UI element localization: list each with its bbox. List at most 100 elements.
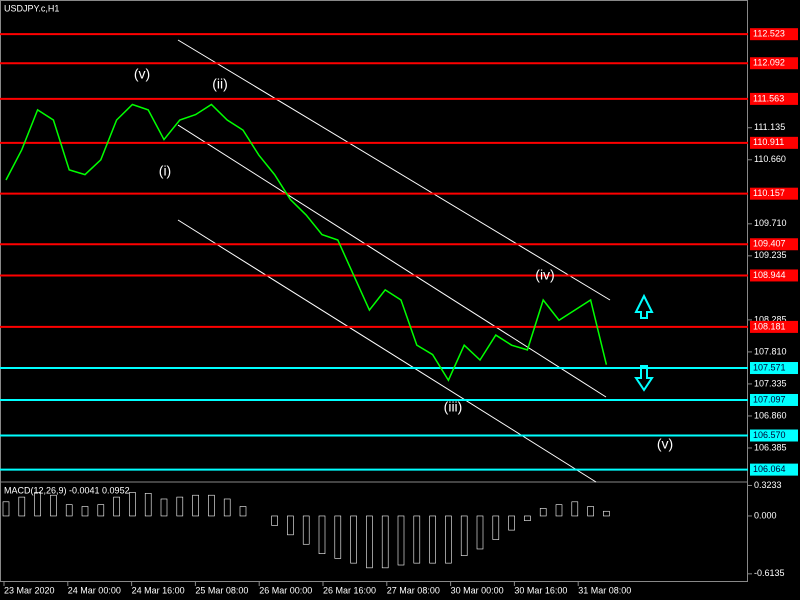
x-tick-label: 27 Mar 08:00 (387, 585, 440, 595)
macd-bar (603, 510, 610, 517)
level-label: 110.911 (753, 137, 784, 147)
macd-bar (208, 494, 215, 517)
y-tick-label: 106.860 (754, 410, 787, 420)
level-label: 112.092 (753, 58, 785, 68)
macd-bar (429, 515, 436, 564)
macd-tick-label: 0.3233 (754, 480, 782, 490)
level-label-box (750, 57, 798, 70)
macd-bar (397, 515, 405, 566)
x-tick-label: 30 Mar 16:00 (514, 585, 567, 595)
level-label-box (750, 320, 798, 333)
macd-tick-label: 0.000 (754, 510, 777, 520)
macd-bar (381, 515, 389, 569)
macd-bar (571, 501, 579, 517)
macd-bar (50, 494, 57, 517)
x-tick-label: 23 Mar 2020 (4, 585, 55, 595)
level-label-box (750, 28, 798, 41)
macd-bar (445, 515, 452, 564)
y-tick-label: 109.710 (754, 218, 787, 228)
macd-label: MACD(12,26,9) -0.0041 0.0952 (4, 485, 130, 495)
level-label: 107.571 (753, 362, 786, 372)
macd-bar (176, 496, 184, 517)
x-tick-label: 25 Mar 08:00 (195, 585, 248, 595)
macd-bar (34, 492, 41, 517)
wave-label: (ii) (212, 76, 228, 92)
y-tick-label: 107.810 (754, 346, 787, 356)
level-label: 106.064 (753, 464, 786, 474)
plot-frame (0, 0, 748, 582)
macd-bar (113, 496, 120, 517)
macd-bar (287, 515, 294, 536)
macd-bar (160, 498, 168, 517)
x-tick-label: 26 Mar 00:00 (259, 585, 312, 595)
up-arrow (634, 293, 654, 319)
y-tick-label: 107.335 (754, 378, 787, 388)
macd-bar (476, 515, 484, 550)
macd-bar (350, 515, 357, 564)
level-label-box (750, 362, 798, 375)
level-label-box (750, 187, 798, 200)
macd-bar (129, 492, 136, 517)
macd-bar (65, 504, 73, 517)
channel-line (177, 219, 597, 483)
down-arrow (634, 365, 654, 392)
level-label: 106.570 (753, 430, 786, 440)
x-tick-label: 30 Mar 00:00 (451, 585, 504, 595)
level-label: 108.181 (753, 321, 786, 331)
macd-bar (508, 515, 515, 531)
y-tick-label: 106.385 (754, 442, 787, 452)
channel-line (177, 39, 611, 301)
y-tick-label: 111.135 (754, 122, 785, 132)
macd-bar (192, 494, 199, 517)
macd-bar (2, 501, 10, 517)
macd-bar (144, 493, 152, 517)
macd-bar (302, 515, 310, 545)
level-label-box (750, 393, 798, 406)
wave-label: (iv) (535, 267, 554, 283)
level-label: 108.944 (753, 270, 786, 280)
level-label-box (750, 92, 798, 105)
x-tick-label: 24 Mar 00:00 (68, 585, 121, 595)
level-label-box (750, 429, 798, 442)
price-line (5, 103, 608, 382)
macd-bar (223, 498, 231, 517)
y-tick-label: 108.285 (754, 314, 787, 324)
wave-label: (i) (159, 163, 171, 179)
wave-label: (v) (134, 66, 150, 82)
wave-label: (iii) (444, 399, 463, 415)
channel-line (177, 124, 607, 398)
level-label: 110.157 (753, 188, 785, 198)
y-tick-label: 109.235 (754, 250, 787, 260)
macd-bar (524, 515, 531, 521)
level-label: 107.097 (753, 394, 786, 404)
level-label-box (750, 238, 798, 251)
level-label-box (750, 463, 798, 476)
macd-bar (366, 515, 373, 569)
macd-bar (460, 515, 468, 556)
macd-bar (492, 515, 500, 540)
macd-bar (318, 515, 326, 554)
macd-tick-label: -0.6135 (754, 568, 785, 578)
macd-bar (413, 515, 421, 564)
macd-bar (555, 504, 563, 517)
macd-bar (587, 506, 594, 517)
x-tick-label: 26 Mar 16:00 (323, 585, 376, 595)
chart-title: USDJPY.c,H1 (4, 3, 59, 13)
level-label-box (750, 136, 798, 149)
macd-bar (271, 515, 278, 526)
level-label: 111.563 (753, 93, 784, 103)
macd-bar (81, 506, 89, 517)
x-tick-label: 24 Mar 16:00 (132, 585, 185, 595)
level-label: 112.523 (753, 29, 785, 39)
macd-bar (334, 515, 342, 559)
wave-label: (v) (657, 436, 673, 452)
macd-bar (539, 508, 547, 517)
x-tick-label: 31 Mar 08:00 (578, 585, 631, 595)
macd-bar (18, 496, 26, 517)
level-label: 109.407 (753, 239, 786, 249)
y-tick-label: 110.660 (754, 154, 786, 164)
macd-bar (239, 506, 247, 517)
level-label-box (750, 269, 798, 282)
macd-bar (97, 504, 105, 517)
